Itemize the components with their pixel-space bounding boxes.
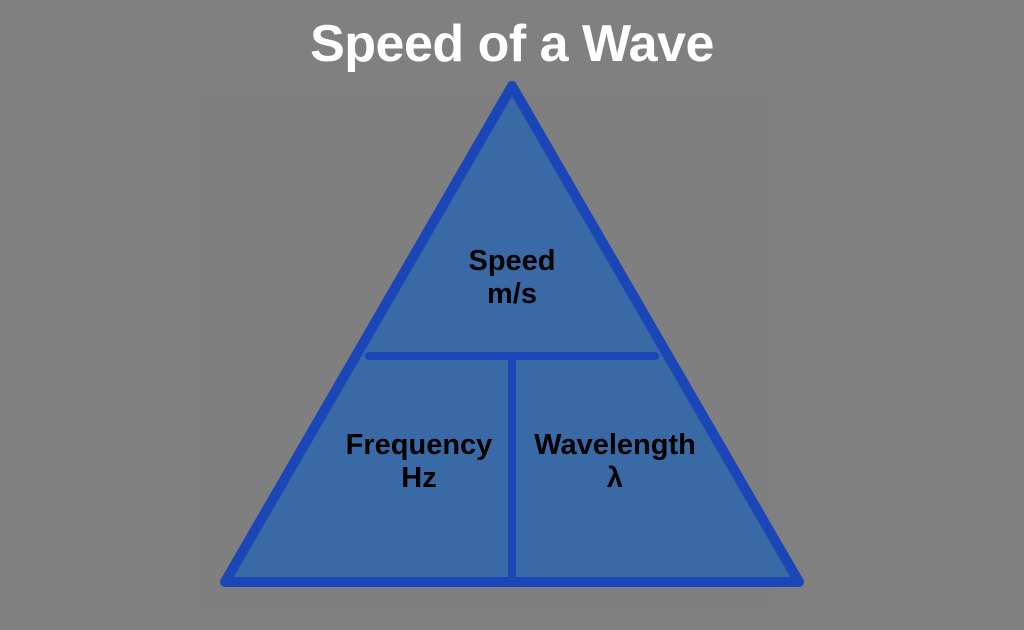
- triangle-bottom-right-cell-label: Wavelength λ: [495, 429, 735, 496]
- diagram-canvas: Speed of a Wave Speed m/s Frequency Hz W…: [0, 0, 1024, 630]
- triangle-top-cell-label: Speed m/s: [392, 245, 632, 312]
- formula-triangle: Speed m/s Frequency Hz Wavelength λ: [217, 80, 807, 596]
- page-title: Speed of a Wave: [0, 14, 1024, 74]
